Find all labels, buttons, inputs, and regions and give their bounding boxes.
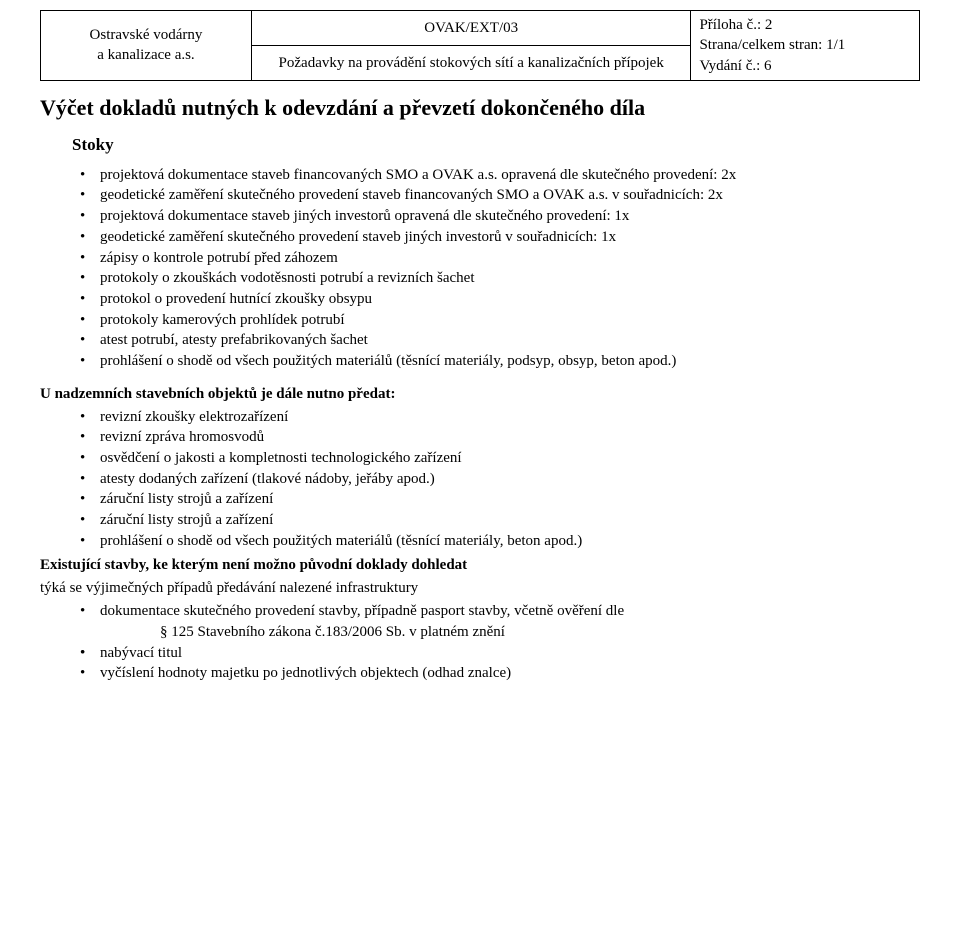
doc-subtitle: Požadavky na provádění stokových sítí a …: [279, 55, 664, 71]
list-item: revizní zpráva hromosvodů: [72, 427, 920, 448]
section-aboveground-heading: U nadzemních stavebních objektů je dále …: [40, 386, 920, 403]
document-page: Ostravské vodárny a kanalizace a.s. OVAK…: [0, 0, 960, 948]
meta-edition: Vydání č.: 6: [699, 58, 771, 74]
meta-pages: Strana/celkem stran: 1/1: [699, 37, 845, 53]
list-item: nabývací titul: [72, 643, 920, 664]
doc-code: OVAK/EXT/03: [424, 20, 518, 36]
header-code-cell: OVAK/EXT/03: [251, 11, 691, 46]
list-item: geodetické zaměření skutečného provedení…: [72, 185, 920, 206]
list-item-continuation: § 125 Stavebního zákona č.183/2006 Sb. v…: [160, 622, 920, 643]
list-item: osvědčení o jakosti a kompletnosti techn…: [72, 448, 920, 469]
list-item: revizní zkoušky elektrozařízení: [72, 407, 920, 428]
list-item: prohlášení o shodě od všech použitých ma…: [72, 531, 920, 552]
list-item: protokol o provedení hutnící zkoušky obs…: [72, 289, 920, 310]
org-line1: Ostravské vodárny: [90, 27, 203, 43]
list-item-text: dokumentace skutečného provedení stavby,…: [100, 603, 624, 619]
section-aboveground-list: revizní zkoušky elektrozařízení revizní …: [72, 407, 920, 552]
section-stoky-list: projektová dokumentace staveb financovan…: [72, 165, 920, 372]
list-item: zápisy o kontrole potrubí před záhozem: [72, 248, 920, 269]
list-item: vyčíslení hodnoty majetku po jednotlivýc…: [72, 663, 920, 684]
section-existing-list: dokumentace skutečného provedení stavby,…: [72, 601, 920, 684]
section-stoky-heading: Stoky: [72, 135, 920, 155]
list-item: projektová dokumentace staveb jiných inv…: [72, 206, 920, 227]
list-item: dokumentace skutečného provedení stavby,…: [72, 601, 920, 642]
list-item: protokoly o zkouškách vodotěsnosti potru…: [72, 268, 920, 289]
list-item: projektová dokumentace staveb financovan…: [72, 165, 920, 186]
header-subtitle-cell: Požadavky na provádění stokových sítí a …: [251, 45, 691, 80]
list-item: geodetické zaměření skutečného provedení…: [72, 227, 920, 248]
list-item: protokoly kamerových prohlídek potrubí: [72, 310, 920, 331]
header-meta-cell: Příloha č.: 2 Strana/celkem stran: 1/1 V…: [691, 11, 920, 81]
document-title: Výčet dokladů nutných k odevzdání a přev…: [40, 95, 920, 121]
list-item: záruční listy strojů a zařízení: [72, 489, 920, 510]
header-org-cell: Ostravské vodárny a kanalizace a.s.: [41, 11, 252, 81]
section-existing-intro: týká se výjimečných případů předávání na…: [40, 578, 920, 599]
list-item: atesty dodaných zařízení (tlakové nádoby…: [72, 469, 920, 490]
org-line2: a kanalizace a.s.: [97, 47, 194, 63]
section-existing-heading: Existující stavby, ke kterým není možno …: [40, 557, 920, 574]
meta-attachment: Příloha č.: 2: [699, 17, 772, 33]
list-item: záruční listy strojů a zařízení: [72, 510, 920, 531]
list-item: atest potrubí, atesty prefabrikovaných š…: [72, 330, 920, 351]
document-header-table: Ostravské vodárny a kanalizace a.s. OVAK…: [40, 10, 920, 81]
list-item: prohlášení o shodě od všech použitých ma…: [72, 351, 920, 372]
